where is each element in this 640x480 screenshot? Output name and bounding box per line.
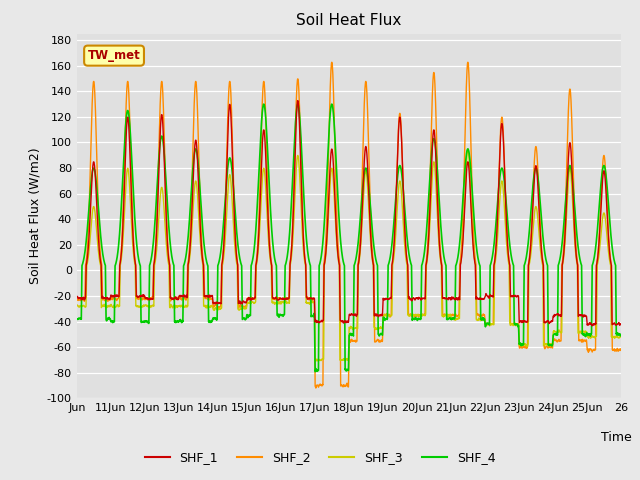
X-axis label: Time: Time (601, 431, 632, 444)
Title: Soil Heat Flux: Soil Heat Flux (296, 13, 401, 28)
Text: TW_met: TW_met (88, 49, 140, 62)
Y-axis label: Soil Heat Flux (W/m2): Soil Heat Flux (W/m2) (28, 148, 42, 284)
Legend: SHF_1, SHF_2, SHF_3, SHF_4: SHF_1, SHF_2, SHF_3, SHF_4 (140, 446, 500, 469)
